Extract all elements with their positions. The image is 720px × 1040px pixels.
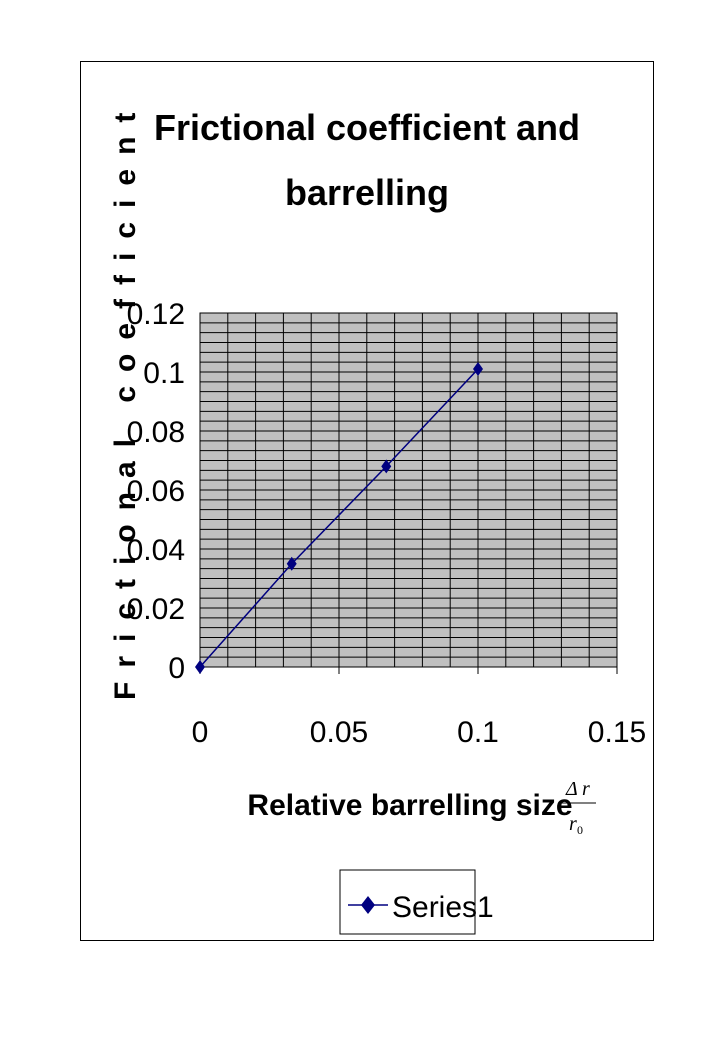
- formula-denominator-sub: 0: [577, 823, 583, 837]
- series-line: [199, 368, 479, 668]
- legend-diamond-marker: [361, 896, 375, 914]
- grid-lines: [200, 313, 617, 667]
- barrelling-formula: Δ r r 0: [560, 778, 596, 837]
- y-axis-label: Frictional coefficient: [109, 99, 142, 700]
- legend: Series1: [339, 869, 494, 935]
- legend-box: [339, 869, 476, 935]
- series-layer: [195, 362, 483, 674]
- legend-series-label: Series1: [392, 891, 494, 924]
- formula-numerator-var: r: [582, 778, 590, 800]
- y-tick-labels: 0 0.02 0.04 0.06 0.08 0.1 0.12: [127, 298, 185, 685]
- chart-title-line1: Frictional coefficient and: [154, 107, 580, 148]
- x-tick-label: 0.05: [310, 716, 368, 749]
- y-tick-label: 0: [168, 652, 185, 685]
- chart-title-line2: barrelling: [285, 172, 449, 213]
- x-tick-labels: 0 0.05 0.1 0.15: [192, 667, 646, 749]
- y-tick-label: 0.04: [127, 534, 185, 567]
- formula-numerator-symbol: Δ: [565, 778, 578, 800]
- y-tick-label: 0.1: [143, 357, 185, 390]
- y-tick-label: 0.12: [127, 298, 185, 331]
- x-tick-label: 0.15: [588, 716, 646, 749]
- formula-denominator-var: r: [569, 813, 577, 835]
- x-tick-label: 0: [192, 716, 209, 749]
- x-axis-label: Relative barrelling size: [247, 789, 572, 822]
- x-tick-label: 0.1: [457, 716, 499, 749]
- data-point-diamond: [381, 459, 392, 474]
- data-point-diamond: [286, 556, 297, 571]
- y-tick-label: 0.02: [127, 593, 185, 626]
- y-tick-label: 0.08: [127, 416, 185, 449]
- y-tick-label: 0.06: [127, 475, 185, 508]
- data-point-diamond: [195, 660, 205, 674]
- data-point-diamond: [473, 362, 483, 377]
